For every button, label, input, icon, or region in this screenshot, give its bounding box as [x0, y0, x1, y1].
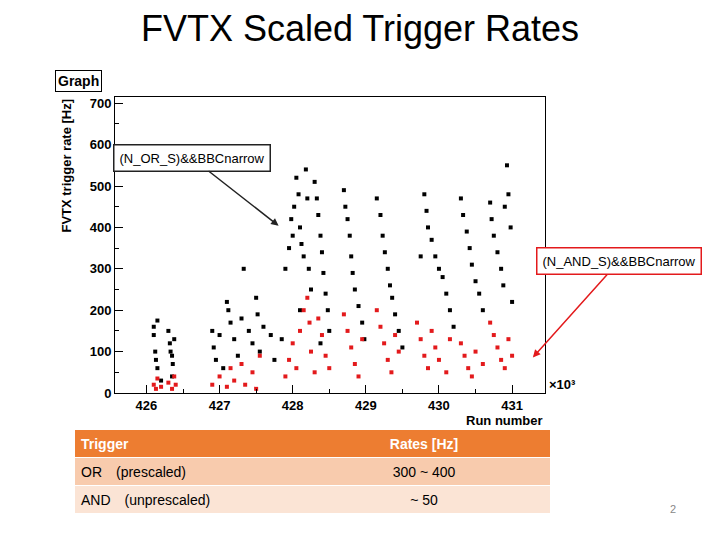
html-text:OR: OR [81, 463, 102, 480]
svg-text:200: 200 [90, 303, 112, 318]
svg-text:Graph: Graph [58, 73, 99, 89]
svg-text:Run number: Run number [466, 413, 543, 428]
svg-text:700: 700 [90, 96, 112, 111]
svg-text:430: 430 [428, 398, 450, 413]
svg-text:0: 0 [104, 386, 111, 401]
html-text:FVTX Scaled Trigger Rates: FVTX Scaled Trigger Rates [140, 8, 580, 49]
svg-text:100: 100 [90, 344, 112, 359]
svg-text:600: 600 [90, 137, 112, 152]
svg-text:427: 427 [209, 398, 231, 413]
html-text:2: 2 [669, 503, 676, 515]
html-text:~ 50: ~ 50 [410, 491, 438, 508]
html-text:AND: AND [81, 491, 111, 508]
svg-text:FVTX trigger rate [Hz]: FVTX trigger rate [Hz] [59, 99, 74, 233]
html-text:Trigger: Trigger [81, 435, 129, 452]
html-text:300 ~ 400: 300 ~ 400 [392, 463, 456, 480]
svg-text:428: 428 [282, 398, 304, 413]
html-text:Rates [Hz]: Rates [Hz] [389, 435, 459, 452]
svg-text:426: 426 [136, 398, 158, 413]
html-text:(unprescaled): (unprescaled) [124, 491, 211, 508]
svg-text:300: 300 [90, 261, 112, 276]
svg-text:429: 429 [355, 398, 377, 413]
svg-text:431: 431 [501, 398, 523, 413]
html-text:(prescaled): (prescaled) [116, 463, 186, 480]
svg-text:400: 400 [90, 220, 112, 235]
svg-text:500: 500 [90, 179, 112, 194]
svg-text:×10³: ×10³ [549, 377, 576, 392]
svg-text:(N_AND_S)&&BBCnarrow: (N_AND_S)&&BBCnarrow [543, 254, 696, 269]
svg-text:(N_OR_S)&&BBCnarrow: (N_OR_S)&&BBCnarrow [120, 151, 265, 166]
